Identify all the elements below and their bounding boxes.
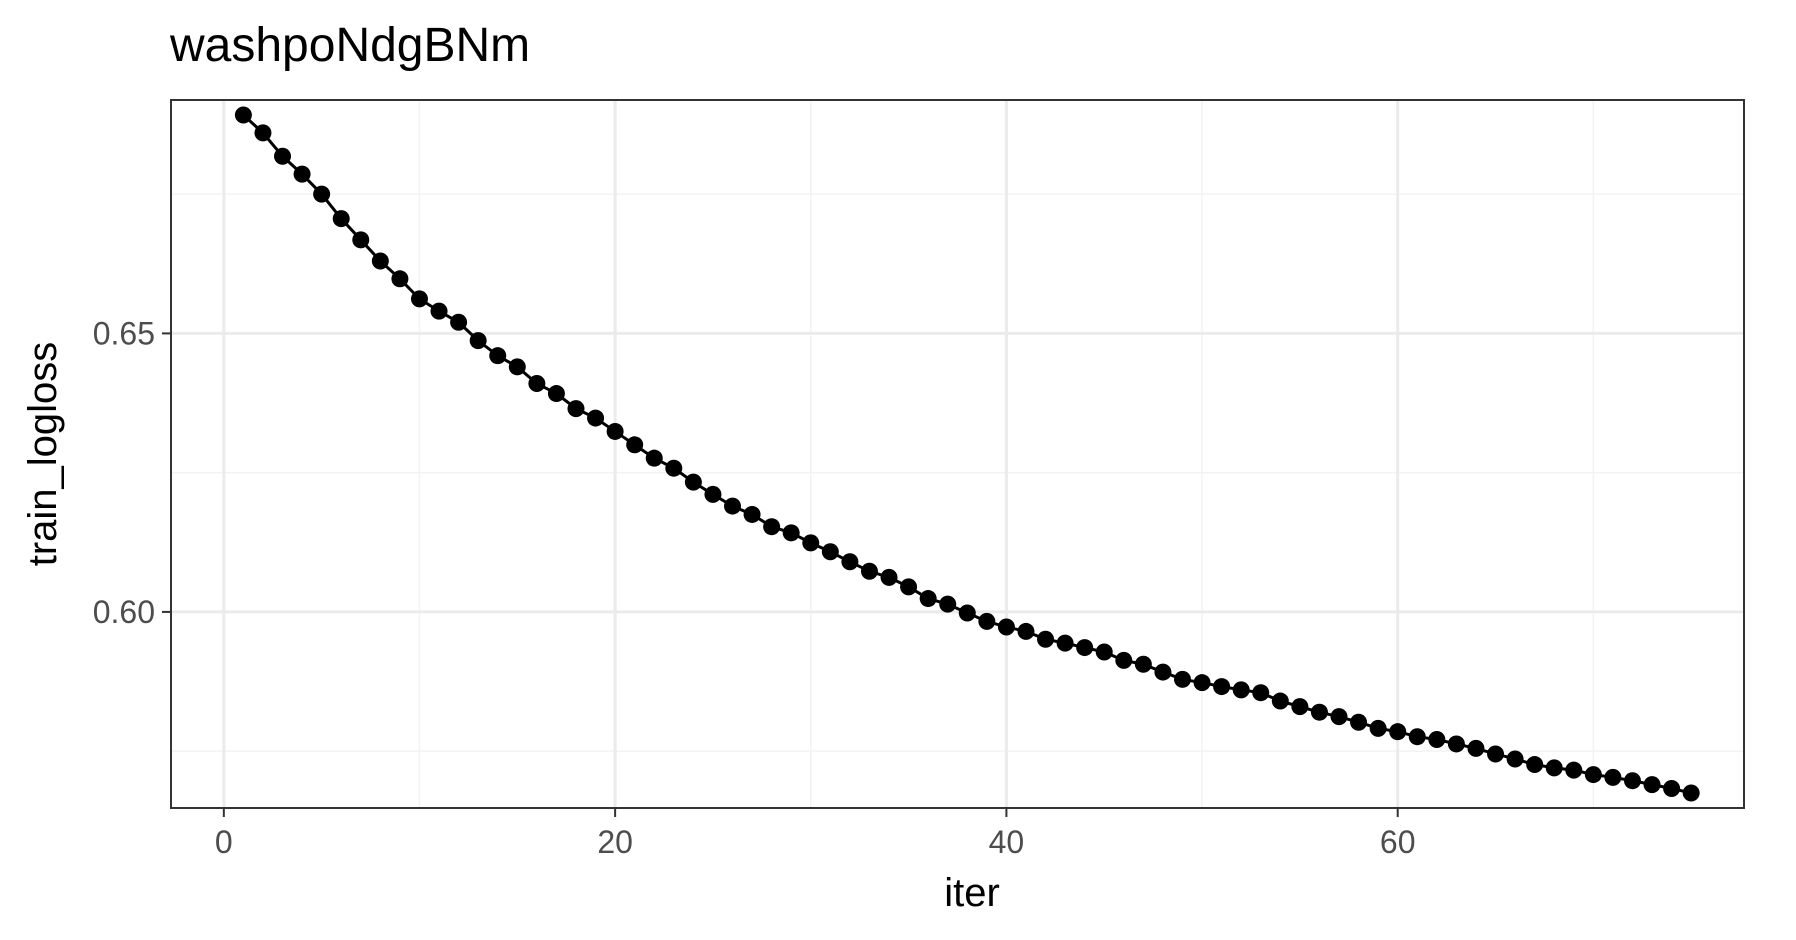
data-point xyxy=(547,385,565,403)
data-point xyxy=(352,231,370,249)
x-tick-label: 40 xyxy=(989,824,1025,860)
data-point xyxy=(724,497,742,515)
data-point xyxy=(645,449,663,467)
data-point xyxy=(763,518,781,536)
x-axis: 0 20 40 60 xyxy=(215,808,1416,860)
data-point xyxy=(489,347,507,365)
data-point xyxy=(371,252,389,270)
data-point xyxy=(1506,750,1524,768)
data-point xyxy=(567,400,585,418)
grid-minor xyxy=(171,100,1744,808)
data-point xyxy=(293,165,311,183)
data-point xyxy=(782,524,800,542)
data-point xyxy=(1271,692,1289,710)
data-point xyxy=(1350,713,1368,731)
data-point xyxy=(1115,651,1133,669)
data-point xyxy=(939,595,957,613)
data-point xyxy=(1330,708,1348,726)
data-point xyxy=(469,332,487,350)
series-layer xyxy=(234,106,1700,802)
data-point xyxy=(1252,684,1270,702)
x-tick-label: 20 xyxy=(597,824,633,860)
data-point xyxy=(1643,776,1661,794)
data-point xyxy=(313,185,331,203)
data-point xyxy=(802,534,820,552)
data-point xyxy=(1017,622,1035,640)
data-point xyxy=(1154,663,1172,681)
y-axis: 0.60 0.65 xyxy=(93,315,171,630)
data-point xyxy=(704,485,722,503)
data-point xyxy=(1310,703,1328,721)
data-point xyxy=(978,612,996,630)
x-axis-title: iter xyxy=(944,871,1000,915)
data-point xyxy=(1623,772,1641,790)
data-point xyxy=(1232,681,1250,699)
data-point xyxy=(274,147,292,165)
data-point xyxy=(1584,766,1602,784)
data-point xyxy=(254,124,272,142)
data-point xyxy=(919,590,937,608)
data-point xyxy=(1545,759,1563,777)
data-point xyxy=(1193,674,1211,692)
data-point xyxy=(1134,655,1152,673)
data-point xyxy=(1389,723,1407,741)
data-point xyxy=(1526,756,1544,774)
data-point xyxy=(626,436,644,454)
data-point xyxy=(1663,780,1681,798)
data-point xyxy=(997,618,1015,636)
data-point xyxy=(450,313,468,331)
grid-major xyxy=(171,100,1744,808)
data-point xyxy=(1487,745,1505,763)
data-point xyxy=(900,578,918,596)
data-point xyxy=(1095,643,1113,661)
data-point xyxy=(1428,730,1446,748)
data-point xyxy=(1408,728,1426,746)
data-point xyxy=(234,106,252,124)
data-point xyxy=(1213,678,1231,696)
data-point xyxy=(841,553,859,571)
x-tick-label: 60 xyxy=(1380,824,1416,860)
data-point xyxy=(1173,670,1191,688)
data-point xyxy=(1682,784,1700,802)
data-point xyxy=(684,473,702,491)
data-point xyxy=(1037,630,1055,648)
data-point xyxy=(587,409,605,427)
data-point xyxy=(860,562,878,580)
data-point xyxy=(332,210,350,228)
data-point xyxy=(1565,761,1583,779)
data-point xyxy=(1291,698,1309,716)
x-tick-label: 0 xyxy=(215,824,233,860)
data-point xyxy=(1056,634,1074,652)
y-tick-label: 0.65 xyxy=(93,315,155,351)
data-point xyxy=(665,459,683,477)
data-point xyxy=(1076,639,1094,657)
y-axis-title: train_logloss xyxy=(21,342,65,567)
data-point xyxy=(880,568,898,586)
data-point xyxy=(1447,735,1465,753)
data-point xyxy=(1604,768,1622,786)
plot-panel xyxy=(170,99,1745,809)
y-tick-label: 0.60 xyxy=(93,594,155,630)
data-point xyxy=(410,290,428,308)
data-point xyxy=(1467,739,1485,757)
panel-border xyxy=(170,99,1745,809)
data-point xyxy=(606,422,624,440)
data-point xyxy=(1369,719,1387,737)
data-point xyxy=(958,604,976,622)
chart-title: washpoNdgBNm xyxy=(169,19,530,72)
data-point xyxy=(821,543,839,561)
data-point xyxy=(508,358,526,376)
data-point xyxy=(430,302,448,320)
data-point xyxy=(743,505,761,523)
data-point xyxy=(528,375,546,393)
panel-background xyxy=(171,100,1744,808)
data-point xyxy=(391,270,409,288)
